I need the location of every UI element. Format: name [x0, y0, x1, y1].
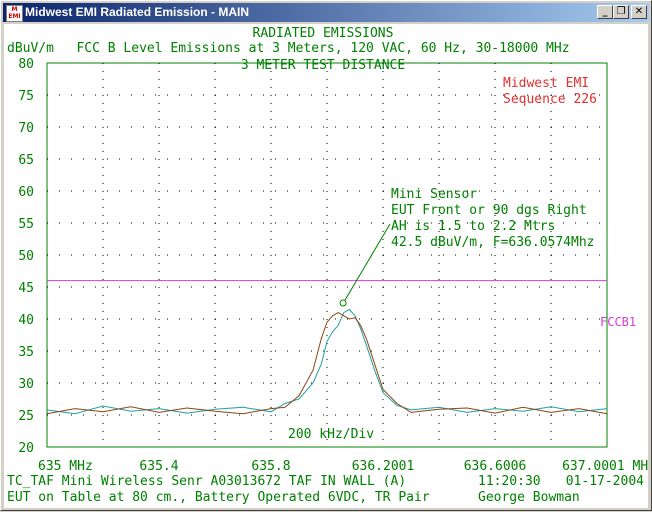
- lab-name: Midwest EMI: [503, 76, 589, 91]
- title-bar[interactable]: M EMI Midwest EMI Radiated Emission - MAI…: [3, 3, 649, 22]
- peak-marker: [339, 299, 347, 307]
- y-tick-label: 80: [18, 57, 34, 72]
- chart-header-line1: RADIATED EMISSIONS: [253, 26, 394, 41]
- y-tick-label: 70: [18, 121, 34, 136]
- y-tick-label: 35: [18, 345, 34, 360]
- grid: [47, 63, 607, 447]
- annotation-line3: AH is 1.5 to 2.2 Mtrs: [391, 219, 555, 234]
- annotation-line1: Mini Sensor: [391, 187, 477, 202]
- annotation-line2: EUT Front or 90 dgs Right: [391, 203, 587, 218]
- minimize-button[interactable]: _: [597, 5, 613, 19]
- x-tick-label: 635.8: [251, 459, 290, 474]
- series-line-1: [46, 308, 608, 415]
- maximize-button[interactable]: ❐: [613, 5, 629, 19]
- y-tick-label: 20: [18, 441, 34, 456]
- chart-header-line2: FCC B Level Emissions at 3 Meters, 120 V…: [76, 41, 569, 56]
- y-axis-units: dBuV/m: [7, 41, 54, 56]
- y-tick-label: 65: [18, 153, 34, 168]
- window-title: Midwest EMI Radiated Emission - MAIN: [25, 5, 250, 19]
- y-tick-label: 50: [18, 249, 34, 264]
- y-tick-label: 45: [18, 281, 34, 296]
- lab-sequence: Sequence 226: [503, 92, 597, 107]
- chart-header-line3: 3 METER TEST DISTANCE: [241, 58, 405, 73]
- div-label: 200 kHz/Div: [288, 427, 374, 442]
- x-tick-label: 635 MHz: [38, 459, 93, 474]
- y-tick-label: 30: [18, 377, 34, 392]
- footer-operator: George Bowman: [478, 490, 580, 505]
- limit-line-label: FCCB1: [600, 315, 636, 329]
- y-tick-label: 60: [18, 185, 34, 200]
- x-tick-label: 636.2001: [352, 459, 415, 474]
- y-tick-label: 75: [18, 89, 34, 104]
- x-tick-label: 636.6006: [464, 459, 527, 474]
- annotation-leader-line: [344, 223, 391, 301]
- y-tick-label: 25: [18, 409, 34, 424]
- annotation-line4: 42.5 dBuV/m, F=636.0574Mhz: [391, 235, 595, 250]
- footer-setup: EUT on Table at 80 cm., Battery Operated…: [7, 490, 430, 505]
- close-button[interactable]: ✕: [631, 5, 647, 19]
- footer-description: TC_TAF Mini Wireless Senr A03013672 TAF …: [7, 474, 406, 489]
- app-logo-icon: M EMI: [6, 5, 23, 22]
- y-tick-label: 55: [18, 217, 34, 232]
- series-line-2: [46, 312, 608, 415]
- footer-date: 01-17-2004: [566, 474, 644, 489]
- x-tick-label: 635.4: [139, 459, 178, 474]
- footer-time: 11:20:30: [478, 474, 541, 489]
- emissions-chart: RADIATED EMISSIONS FCC B Level Emissions…: [7, 26, 652, 505]
- series-traces: [46, 308, 608, 415]
- chart-area: RADIATED EMISSIONS FCC B Level Emissions…: [4, 24, 652, 508]
- y-tick-labels: 80 75 70 65 60 55 50 45 40 35 30 25 20: [18, 57, 34, 456]
- x-tick-labels: 635 MHz 635.4 635.8 636.2001 636.6006 637.000…: [38, 459, 652, 474]
- y-tick-label: 40: [18, 313, 34, 328]
- x-tick-label: 637.0001 MHz: [562, 459, 648, 474]
